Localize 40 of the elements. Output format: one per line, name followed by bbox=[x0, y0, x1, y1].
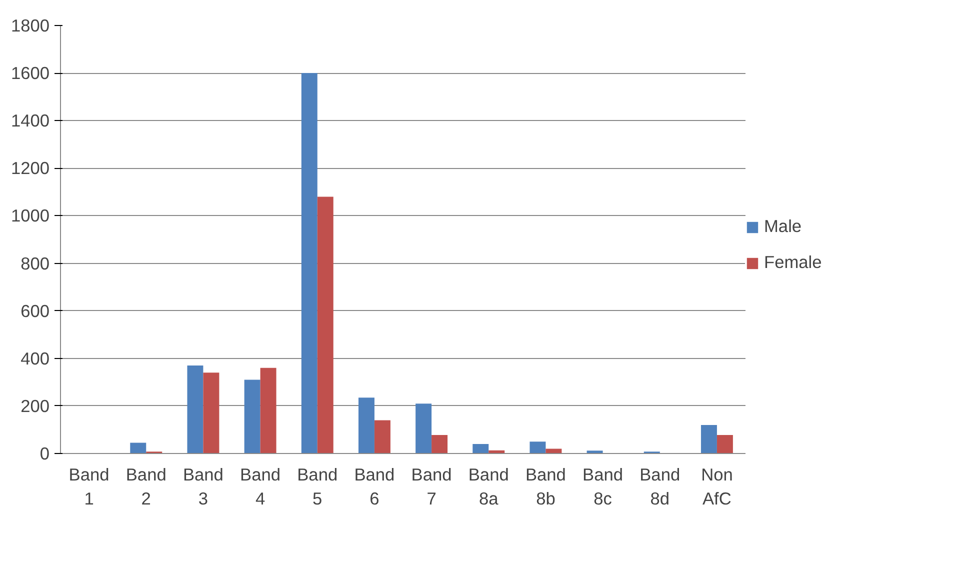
bar bbox=[416, 404, 432, 454]
y-tick-label: 1600 bbox=[10, 63, 50, 84]
bar bbox=[358, 398, 374, 454]
x-tick-label: Band 7 bbox=[411, 464, 452, 508]
bar bbox=[374, 420, 390, 454]
x-tick-label: Band 8d bbox=[640, 464, 680, 508]
y-tick-label: 1400 bbox=[10, 110, 50, 131]
y-tick-label: 800 bbox=[20, 253, 50, 274]
bar bbox=[432, 434, 448, 454]
bar bbox=[244, 380, 260, 454]
x-tick-label: Band 4 bbox=[240, 464, 281, 508]
x-tick-label: Band 1 bbox=[68, 464, 110, 508]
bar bbox=[472, 444, 489, 454]
x-tick-label: Band 2 bbox=[126, 464, 166, 508]
y-tick-label: 0 bbox=[40, 444, 50, 464]
legend-label: Male bbox=[764, 216, 802, 237]
bar bbox=[260, 368, 276, 454]
y-tick-label: 600 bbox=[20, 300, 50, 321]
y-tick-label: 1800 bbox=[10, 16, 50, 36]
bar bbox=[203, 372, 220, 454]
y-tick-label: 1000 bbox=[10, 206, 50, 226]
x-tick-label: Band 8b bbox=[525, 464, 566, 508]
y-tick-label: 200 bbox=[20, 396, 50, 416]
x-tick-label: Band 8c bbox=[582, 464, 624, 508]
bar bbox=[700, 424, 717, 454]
bar bbox=[187, 366, 204, 454]
x-tick-label: Non AfC bbox=[701, 464, 733, 508]
bar bbox=[130, 442, 146, 454]
bar bbox=[546, 448, 562, 454]
y-tick-label: 400 bbox=[20, 348, 50, 368]
bar bbox=[530, 442, 546, 454]
bar bbox=[716, 434, 733, 454]
x-tick-label: Band 6 bbox=[354, 464, 395, 508]
legend-label: Female bbox=[764, 252, 822, 273]
x-tick-label: Band 3 bbox=[182, 464, 224, 508]
bar bbox=[301, 73, 318, 454]
x-tick-label: Band 8a bbox=[468, 464, 509, 508]
x-tick-label: Band 5 bbox=[297, 464, 338, 508]
y-tick-label: 1200 bbox=[10, 158, 50, 178]
bar bbox=[317, 196, 334, 454]
